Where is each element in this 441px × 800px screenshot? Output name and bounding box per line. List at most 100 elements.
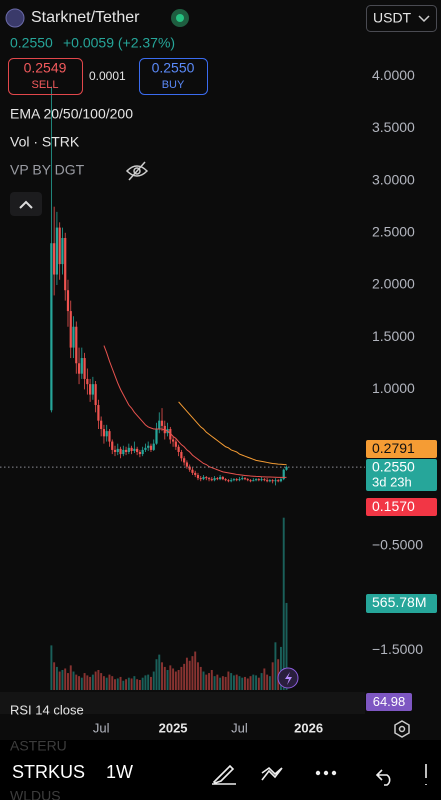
volume-bar xyxy=(260,673,263,690)
volume-bar xyxy=(78,676,81,690)
candle-body xyxy=(174,441,177,447)
candle-body xyxy=(108,431,111,442)
candle-body xyxy=(72,326,75,348)
candle-body xyxy=(55,227,59,275)
volume-bar xyxy=(266,674,269,690)
y-tick-label: 2.5000 xyxy=(372,223,415,239)
candle-body xyxy=(64,238,67,291)
rsi-pane xyxy=(0,692,365,714)
collapse-button[interactable] xyxy=(10,192,42,216)
candle-body xyxy=(138,451,141,455)
candle-body xyxy=(80,358,83,374)
candle-body xyxy=(53,243,56,275)
candle-body xyxy=(105,431,108,437)
candle-body xyxy=(254,479,258,481)
candle-body xyxy=(160,420,164,426)
volume-bar xyxy=(116,678,119,690)
candle-body xyxy=(232,479,236,481)
volume-bar xyxy=(86,675,89,690)
volume-bar xyxy=(102,676,105,690)
volume-bar xyxy=(230,673,233,690)
candle-body xyxy=(243,478,247,480)
more-icon[interactable] xyxy=(315,770,337,776)
ema-price-label: 0.2791 xyxy=(372,440,415,456)
buy-button[interactable] xyxy=(139,58,208,95)
volume-bar xyxy=(58,671,61,690)
indicators-icon[interactable] xyxy=(261,766,283,781)
candle-body xyxy=(285,467,288,470)
candle-body xyxy=(199,478,202,480)
undo-icon[interactable] xyxy=(375,769,391,786)
candle-body xyxy=(282,469,285,480)
candle-body xyxy=(180,451,183,459)
volume-bar xyxy=(221,676,224,690)
volume-label: 565.78M xyxy=(372,594,426,610)
volume-bar xyxy=(263,668,266,690)
symbol-next[interactable]: WLDUS xyxy=(10,788,61,800)
volume-bar xyxy=(183,663,186,690)
volume-bar xyxy=(202,671,205,690)
candle-body xyxy=(75,326,78,364)
candle-body xyxy=(133,448,136,451)
volume-bar xyxy=(249,676,252,690)
sell-button[interactable] xyxy=(8,58,83,95)
candle-body xyxy=(152,443,155,450)
ema-line xyxy=(178,401,287,466)
indicator[interactable]: EMA 20/50/100/200 xyxy=(10,106,133,122)
candle-body xyxy=(268,480,271,482)
candle-body xyxy=(185,462,189,467)
last-price-box xyxy=(366,459,437,491)
candle-body xyxy=(147,445,150,448)
volume-bar xyxy=(111,676,114,690)
x-tick-label: 2025 xyxy=(159,720,188,735)
candle-body xyxy=(91,384,94,395)
y-tick-label: 4.0000 xyxy=(372,67,415,83)
candle-body xyxy=(177,446,180,452)
candle-body xyxy=(155,429,158,444)
candle-body xyxy=(213,478,216,481)
volume-bar xyxy=(244,676,246,690)
volume-bar xyxy=(185,657,188,690)
volume-bar xyxy=(147,674,150,690)
candle-body xyxy=(207,478,211,480)
candle-body xyxy=(130,447,133,451)
volume-bar xyxy=(246,678,249,690)
settings-icon[interactable] xyxy=(394,720,410,738)
plot: 4.0000 3.5000 3.0000 2.5000 2.0000 1.5000 1.00… xyxy=(0,67,437,735)
hide-icon[interactable] xyxy=(125,161,149,181)
volume-bar xyxy=(241,677,244,690)
symbol-prev[interactable]: ASTERU xyxy=(10,738,67,754)
volume-bar xyxy=(122,680,125,690)
vp-indicator[interactable]: VP BY DGT xyxy=(10,162,85,178)
volume-bar xyxy=(255,675,258,690)
volume-bar xyxy=(53,662,56,690)
volume-bar xyxy=(136,679,139,690)
volume-bar xyxy=(177,670,180,690)
candle-body xyxy=(144,447,147,450)
rsi-title: RSI 14 close xyxy=(10,702,84,717)
candle-body xyxy=(119,448,122,455)
y-tick-label: −1.5000 xyxy=(372,641,423,657)
indicator[interactable]: Vol · STRK xyxy=(10,134,80,150)
volume-bar xyxy=(219,677,222,690)
symbol-current[interactable]: STRKUS xyxy=(12,762,85,782)
candle-body xyxy=(263,479,266,481)
ema-price-label: 0.1570 xyxy=(372,498,415,514)
symbol[interactable]: Starknet/Tether xyxy=(31,9,140,26)
interval[interactable]: 1W xyxy=(106,762,133,782)
volume-bar xyxy=(89,676,92,690)
volume-bar xyxy=(64,668,67,690)
volume-bar xyxy=(55,666,58,690)
currency-dropdown[interactable] xyxy=(366,5,437,32)
volume-bar xyxy=(252,674,255,690)
volume-bar xyxy=(169,665,172,690)
candle-body xyxy=(216,478,219,480)
volume-bar xyxy=(50,645,53,690)
chevron xyxy=(418,15,430,23)
candle-body xyxy=(122,449,125,455)
volume-bar xyxy=(75,674,78,690)
volume-bar xyxy=(285,602,288,690)
candle-body xyxy=(188,466,191,470)
draw-icon[interactable] xyxy=(212,764,236,785)
candle-body xyxy=(274,480,277,482)
